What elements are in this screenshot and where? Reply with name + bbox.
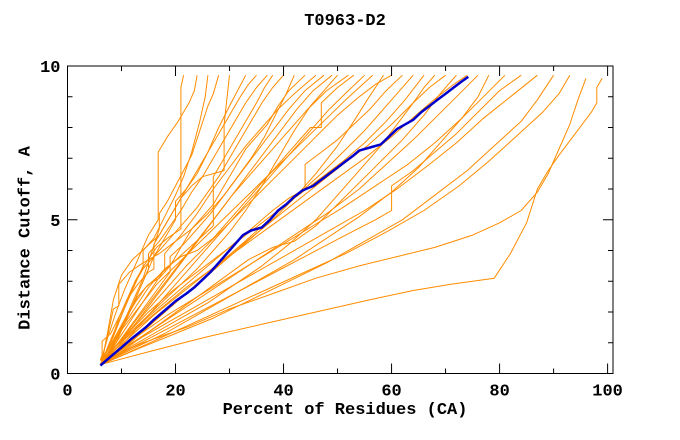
model-14-line [101, 74, 325, 362]
y-tick-label: 10 [40, 59, 60, 78]
best-model-line [99, 75, 470, 367]
model-10-line [99, 74, 284, 360]
model-05-line [101, 75, 230, 362]
model-17-line [101, 74, 349, 364]
x-tick-label: 20 [165, 383, 185, 402]
model-01-line [100, 75, 198, 362]
x-tick-label: 60 [381, 383, 401, 402]
model-08-line [100, 74, 268, 365]
model-23-line [101, 74, 403, 364]
model-20-line [99, 74, 374, 360]
model-21-line [101, 74, 384, 365]
model-33-line [101, 74, 522, 365]
model-36-line [101, 74, 571, 365]
model-32-line [101, 74, 506, 362]
x-axis-label: Percent of Residues (CA) [222, 401, 468, 420]
model-31-line [100, 74, 490, 365]
model-22-line [100, 74, 392, 362]
model-38-line [101, 78, 603, 365]
model-37-line [100, 78, 587, 362]
model-34-line [100, 74, 538, 362]
x-tick-label: 0 [62, 383, 72, 402]
model-25-line [101, 74, 425, 362]
model-29-line [100, 74, 468, 361]
model-27-line [100, 74, 446, 362]
x-tick-label: 100 [592, 383, 623, 402]
x-tick-label: 80 [489, 383, 509, 402]
model-04-line [100, 75, 220, 365]
model-30-line [101, 74, 479, 364]
model-11-line [101, 74, 295, 365]
y-tick-label: 5 [50, 213, 60, 232]
model-19-line [101, 74, 365, 365]
model-28-line [101, 74, 457, 365]
model-06-line [99, 74, 247, 365]
model-35-line [101, 74, 555, 365]
x-tick-label: 40 [273, 383, 293, 402]
chart-title: T0963-D2 [304, 12, 386, 31]
y-tick-label: 0 [50, 367, 60, 386]
model-12-line [100, 74, 306, 362]
model-16-line [101, 74, 338, 362]
